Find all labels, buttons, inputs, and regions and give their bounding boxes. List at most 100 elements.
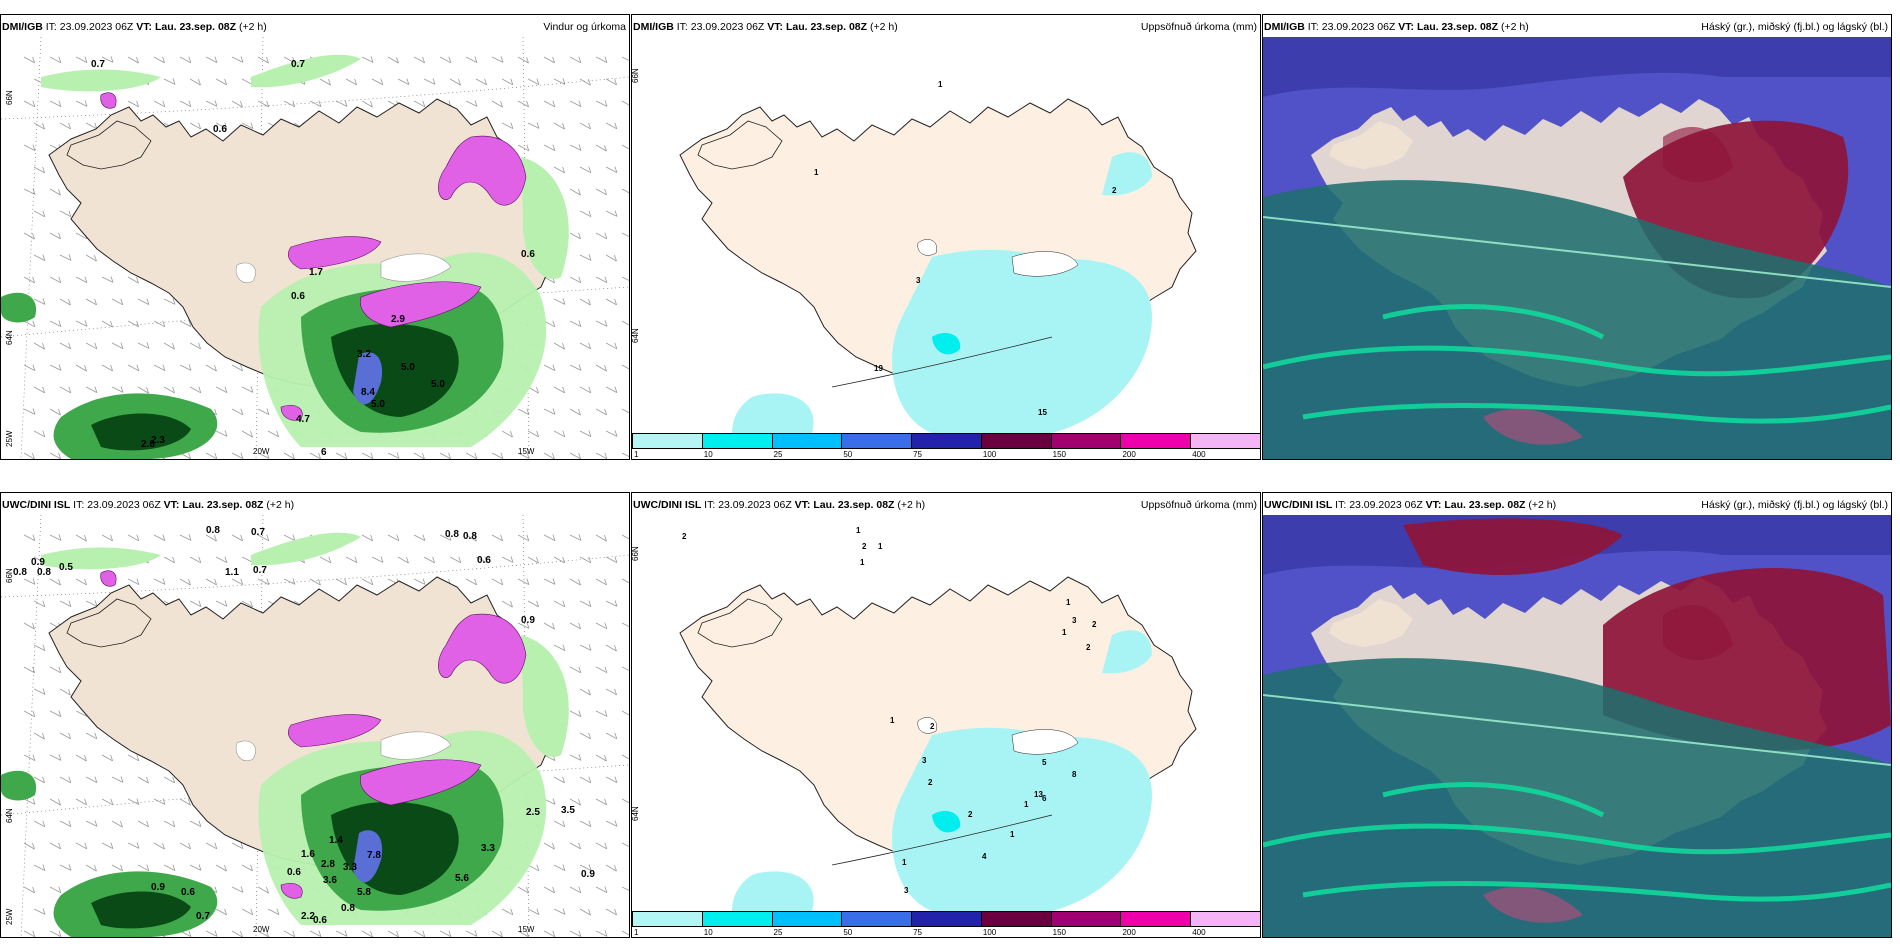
lon-label-15w: 15W [518, 447, 535, 456]
accum-value: 1 [1024, 800, 1029, 809]
valid-time: Lau. 23.sep. 08Z [154, 21, 237, 33]
init-time: 23.09.2023 06Z [1349, 499, 1423, 511]
precip-value: 4.7 [296, 414, 310, 425]
model-source: UWC/DINI ISL [1264, 499, 1333, 511]
accum-value: 3 [922, 756, 927, 765]
cloud-cover-map [1263, 515, 1891, 937]
lat-label-66n: 66N [631, 68, 640, 83]
precip-value: 0.6 [477, 555, 491, 566]
accumulated-precip-map: 112319151 [632, 37, 1260, 459]
colorbar-swatch [701, 911, 773, 927]
colorbar-label: 75 [913, 928, 923, 937]
colorbar-swatch [841, 433, 913, 449]
lead-time: (+2 h) [238, 21, 267, 33]
precip-value: 1.4 [329, 835, 343, 846]
precip-value: 0.8 [206, 525, 220, 536]
precip-value: 1.7 [309, 267, 323, 278]
precip-value: 0.8 [463, 531, 477, 542]
precip-value: 5.0 [401, 362, 415, 373]
precip-value: 0.6 [213, 124, 227, 135]
lat-label-66n: 66N [631, 546, 640, 561]
precip-value: 2.2 [301, 911, 315, 922]
precip-value: 5.8 [357, 887, 371, 898]
colorbar-label: 50 [843, 928, 853, 937]
cloud-cover-map [1263, 37, 1891, 459]
panel-title: Uppsöfnuð úrkoma (mm) [1140, 499, 1257, 511]
lat-label-66n: 66N [5, 90, 14, 105]
accum-value: 3 [1072, 616, 1077, 625]
accum-value: 1 [1010, 830, 1015, 839]
panel-uwc-cloud: UWC/DINI ISL IT: 23.09.2023 06Z VT: Lau.… [1262, 492, 1892, 938]
colorbar-label: 1 [634, 928, 639, 937]
colorbar-swatch [911, 433, 982, 449]
precip-value: 0.9 [521, 615, 535, 626]
accum-value: 1 [938, 80, 943, 89]
colorbar-label: 10 [703, 928, 713, 937]
colorbar-label: 400 [1192, 450, 1206, 459]
colorbar-label: 100 [982, 450, 997, 459]
accum-value: 1 [1066, 598, 1071, 607]
colorbar-label: 400 [1192, 928, 1206, 937]
accum-value: 2 [1086, 643, 1091, 652]
accum-value: 3 [904, 886, 909, 895]
panel-dmi-wind: DMI/IGB IT: 23.09.2023 06Z VT: Lau. 23.s… [0, 14, 630, 460]
lead-time: (+2 h) [897, 499, 926, 511]
accum-value: 2 [1112, 186, 1117, 195]
precip-value: 0.7 [196, 911, 210, 922]
accum-value: 1 [902, 858, 907, 867]
precip-value: 3.6 [323, 875, 337, 886]
model-source: UWC/DINI ISL [633, 499, 702, 511]
panel-title: Uppsöfnuð úrkoma (mm) [1140, 21, 1257, 33]
accum-value: 6 [1042, 794, 1047, 803]
precip-value: 5.0 [371, 399, 385, 410]
colorbar-label: 25 [773, 450, 783, 459]
precip-value: 0.7 [291, 59, 305, 70]
precip-value: 0.7 [253, 565, 267, 576]
precip-value: 5.0 [431, 379, 445, 390]
colorbar-swatch [841, 911, 913, 927]
accum-value: 3 [916, 276, 921, 285]
lat-label-64n: 64N [5, 808, 14, 823]
accum-value: 8 [1072, 770, 1077, 779]
colorbar-swatch [980, 911, 1052, 927]
colorbar-swatch [1190, 433, 1260, 449]
precip-value: 0.5 [59, 562, 73, 573]
precip-value: 1.1 [225, 567, 239, 578]
accum-value: 13 [1034, 790, 1043, 799]
colorbar-swatch [1050, 911, 1122, 927]
precip-value: 0.6 [313, 915, 327, 926]
accum-value: 2 [1092, 620, 1097, 629]
colorbar-label: 25 [773, 928, 783, 937]
accum-value: 2 [930, 722, 935, 731]
model-source: DMI/IGB [633, 21, 674, 33]
precip-value: 0.7 [91, 59, 105, 70]
colorbar-swatch [980, 433, 1052, 449]
valid-time: Lau. 23.sep. 08Z [1444, 499, 1526, 511]
precip-value: 2.3 [151, 435, 165, 446]
precip-value: 0.8 [37, 567, 51, 578]
init-time: 23.09.2023 06Z [718, 499, 792, 511]
accum-value: 2 [968, 810, 973, 819]
colorbar-swatch [1190, 911, 1260, 927]
precip-value: 0.9 [31, 557, 45, 568]
precip-value: 2.9 [391, 314, 405, 325]
accum-value: 19 [874, 364, 883, 373]
colorbar-label: 1 [634, 450, 639, 459]
colorbar-swatch [1050, 433, 1122, 449]
lon-label-25w: 25W [5, 430, 14, 447]
precip-value: 0.9 [581, 869, 595, 880]
precip-value: 5.6 [455, 873, 469, 884]
colorbar-label: 10 [703, 450, 713, 459]
init-time: 23.09.2023 06Z [690, 21, 765, 33]
lat-label-64n: 64N [5, 330, 14, 345]
accum-value: 15 [1038, 408, 1047, 417]
panel-uwc-accum: UWC/DINI ISL IT: 23.09.2023 06Z VT: Lau.… [631, 492, 1261, 938]
colorbar-label: 150 [1052, 928, 1067, 937]
colorbar-swatch [1120, 433, 1192, 449]
accum-value: 2 [862, 542, 867, 551]
panel-title: Vindur og úrkoma [543, 21, 626, 33]
init-time: 23.09.2023 06Z [87, 499, 161, 511]
colorbar-label: 100 [982, 928, 997, 937]
precip-value: 2.5 [526, 807, 540, 818]
lead-time: (+2 h) [869, 21, 898, 33]
